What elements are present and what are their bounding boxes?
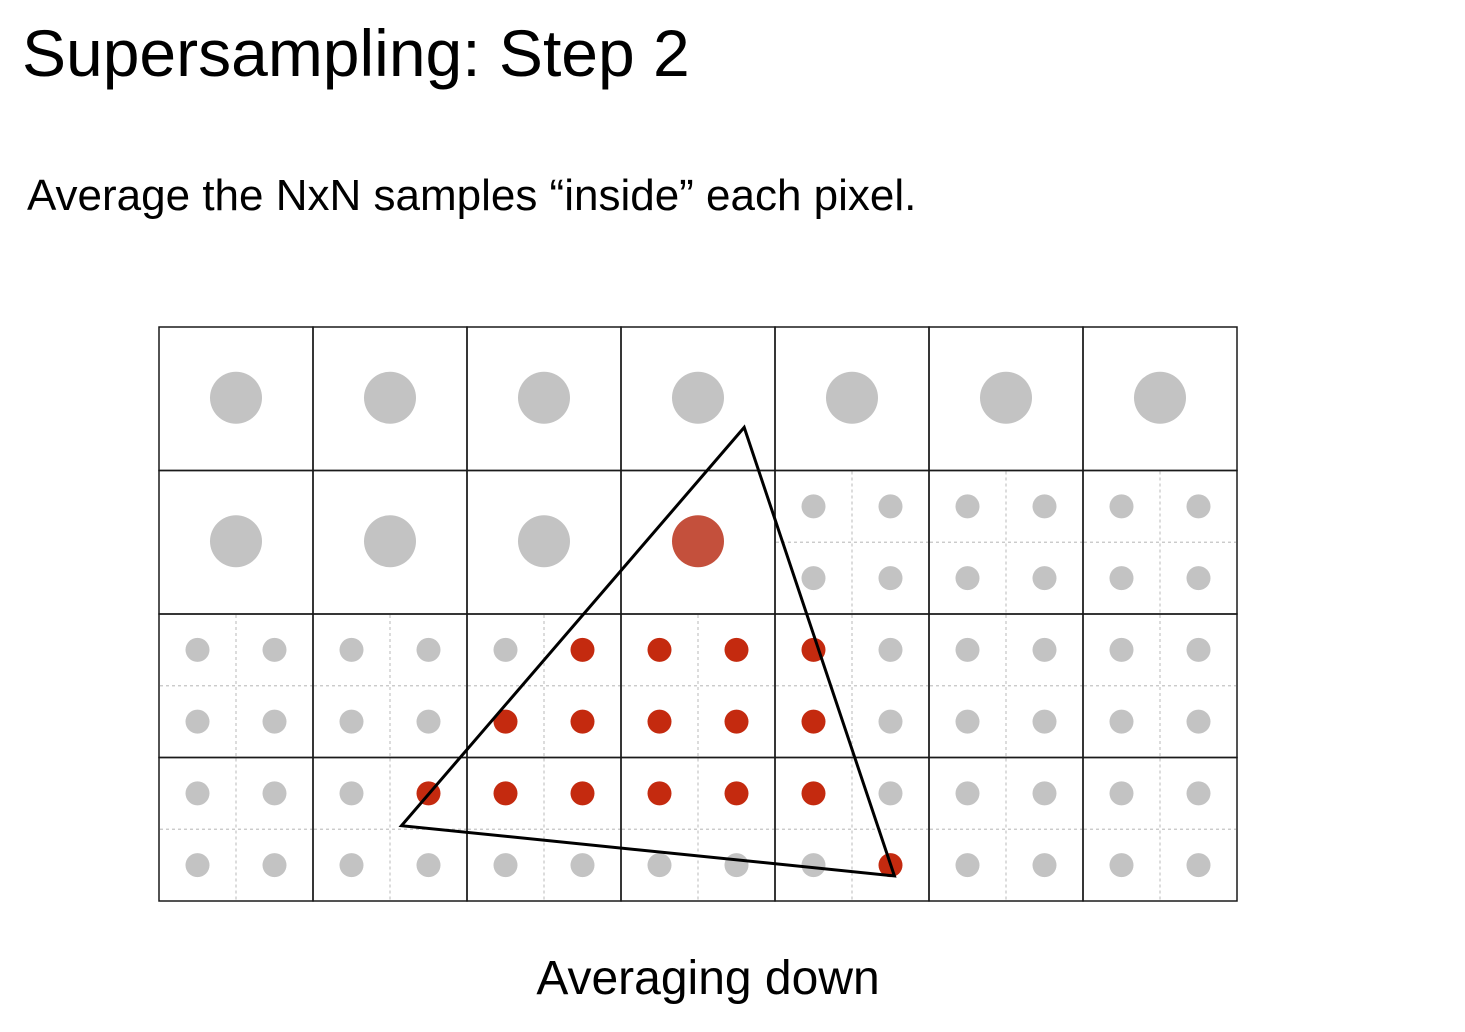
sample-point-outside: [1032, 853, 1057, 878]
sample-point-outside: [262, 781, 287, 806]
sample-point-outside: [262, 637, 287, 662]
sample-point-outside: [1032, 781, 1057, 806]
sample-point-outside: [1186, 494, 1211, 519]
sample-point-outside: [570, 853, 595, 878]
sample-point-outside: [262, 853, 287, 878]
sample-point-outside: [1109, 709, 1134, 734]
pixel-cell-group: [158, 326, 1238, 902]
sample-point-outside: [1186, 709, 1211, 734]
pixel-cell: [1082, 756, 1238, 902]
sample-point-outside: [1032, 637, 1057, 662]
sample-point-outside: [1109, 853, 1134, 878]
sample-point-outside: [801, 853, 826, 878]
sample-point-inside: [647, 781, 672, 806]
sample-point-outside: [801, 494, 826, 519]
sample-point-outside: [1186, 781, 1211, 806]
sample-point-outside: [416, 637, 441, 662]
sample-point-outside: [1109, 494, 1134, 519]
sample-point-outside: [416, 853, 441, 878]
sample-point-outside: [1186, 566, 1211, 591]
sample-point-outside: [1032, 709, 1057, 734]
averaged-pixel: [364, 515, 416, 568]
sample-point-outside: [339, 853, 364, 878]
averaged-pixel: [1134, 371, 1186, 424]
sample-point-outside: [955, 709, 980, 734]
sample-point-inside: [493, 709, 518, 734]
sample-point-outside: [1032, 566, 1057, 591]
sample-point-outside: [339, 709, 364, 734]
sample-point-inside: [570, 709, 595, 734]
sample-point-outside: [878, 494, 903, 519]
sample-point-inside: [801, 781, 826, 806]
sample-point-outside: [801, 566, 826, 591]
sample-point-outside: [185, 709, 210, 734]
sample-point-outside: [339, 637, 364, 662]
sample-point-inside: [647, 637, 672, 662]
sample-point-outside: [1109, 781, 1134, 806]
averaged-pixel: [518, 515, 570, 568]
sample-point-outside: [493, 637, 518, 662]
sample-point-outside: [878, 781, 903, 806]
sample-point-outside: [647, 853, 672, 878]
sample-point-outside: [955, 494, 980, 519]
slide-title: Supersampling: Step 2: [22, 16, 690, 90]
averaged-pixel: [210, 371, 262, 424]
sample-point-outside: [955, 781, 980, 806]
averaged-pixel: [518, 371, 570, 424]
sample-point-outside: [1186, 853, 1211, 878]
sample-point-outside: [1109, 637, 1134, 662]
sample-point-outside: [1186, 637, 1211, 662]
sample-point-inside: [724, 781, 749, 806]
sample-point-outside: [878, 709, 903, 734]
sample-point-inside: [724, 637, 749, 662]
sample-point-outside: [185, 637, 210, 662]
averaged-pixel: [210, 515, 262, 568]
sample-point-outside: [724, 853, 749, 878]
sample-point-outside: [262, 709, 287, 734]
sample-point-inside: [493, 781, 518, 806]
triangle-outline: [398, 424, 897, 878]
sample-point-outside: [416, 709, 441, 734]
sample-point-group: [185, 371, 1211, 878]
sample-point-outside: [878, 566, 903, 591]
averaged-pixel: [364, 371, 416, 424]
averaged-pixel: [826, 371, 878, 424]
averaged-pixel: [980, 371, 1032, 424]
sample-point-outside: [185, 781, 210, 806]
sample-point-inside: [570, 637, 595, 662]
sample-point-outside: [878, 637, 903, 662]
sample-point-outside: [1109, 566, 1134, 591]
sample-point-outside: [185, 853, 210, 878]
sample-point-inside: [647, 709, 672, 734]
sample-point-inside: [801, 709, 826, 734]
averaged-pixel: [672, 371, 724, 424]
sample-point-outside: [1032, 494, 1057, 519]
sample-point-outside: [339, 781, 364, 806]
slide-subtitle: Average the NxN samples “inside” each pi…: [27, 171, 917, 220]
sample-point-inside: [724, 709, 749, 734]
sample-point-inside: [570, 781, 595, 806]
sample-point-outside: [955, 637, 980, 662]
averaged-pixel-covered: [672, 515, 724, 568]
sample-point-outside: [955, 853, 980, 878]
sample-point-outside: [493, 853, 518, 878]
diagram-caption: Averaging down: [536, 952, 880, 1005]
sample-point-outside: [955, 566, 980, 591]
